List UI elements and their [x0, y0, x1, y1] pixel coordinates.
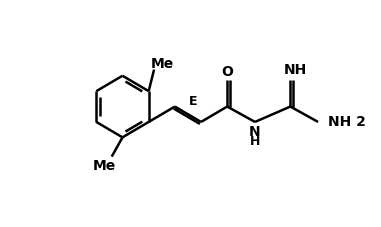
- Text: H: H: [250, 135, 260, 148]
- Text: Me: Me: [92, 159, 116, 173]
- Text: N: N: [249, 125, 261, 139]
- Text: NH 2: NH 2: [328, 115, 366, 129]
- Text: Me: Me: [151, 57, 174, 71]
- Text: NH: NH: [283, 63, 307, 76]
- Text: E: E: [189, 95, 198, 108]
- Text: O: O: [221, 65, 233, 79]
